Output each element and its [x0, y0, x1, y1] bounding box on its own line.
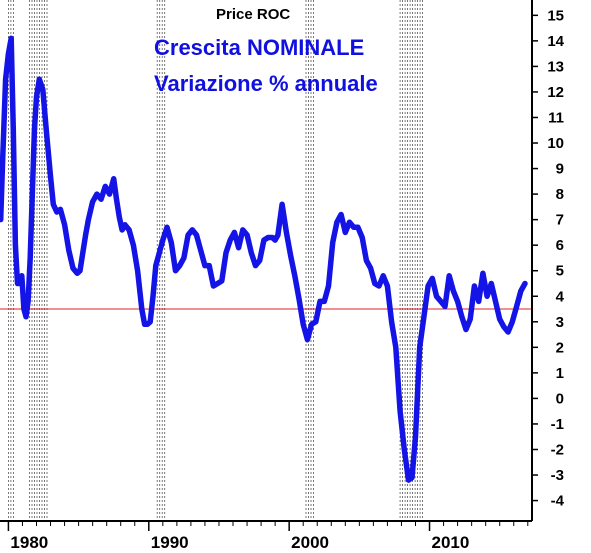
y-tick-label: 15 [547, 7, 564, 24]
y-tick-label: 14 [547, 33, 564, 50]
x-tick-label: 2010 [432, 533, 470, 552]
y-tick-label: 11 [548, 109, 564, 126]
chart-title: Price ROC [216, 6, 290, 23]
y-tick-label: 0 [556, 390, 564, 407]
y-tick-label: 9 [556, 161, 564, 178]
y-tick-label: 4 [556, 288, 565, 305]
chart-subtitle-line-2: Variazione % annuale [154, 71, 378, 96]
y-tick-label: 8 [556, 186, 564, 203]
y-tick-label: 1 [556, 365, 564, 382]
y-tick-label: 2 [556, 339, 564, 356]
y-tick-label: -4 [551, 493, 565, 510]
y-tick-label: 12 [547, 84, 564, 101]
y-tick-label: 10 [547, 135, 564, 152]
y-tick-label: -1 [551, 416, 564, 433]
y-tick-label: 7 [556, 212, 564, 229]
y-tick-label: 3 [556, 314, 564, 331]
x-tick-label: 2000 [291, 533, 329, 552]
series-line [0, 35, 528, 483]
x-tick-label: 1990 [151, 533, 189, 552]
chart-subtitle-line-1: Crescita NOMINALE [154, 35, 364, 60]
x-tick-label: 1980 [10, 533, 48, 552]
x-axis-ticks: 1980 1990 2000 2010 [7, 521, 529, 552]
y-tick-label: 6 [556, 237, 564, 254]
y-tick-label: -3 [551, 467, 564, 484]
y-tick-label: -2 [551, 441, 564, 458]
y-tick-label: 13 [547, 58, 564, 75]
y-tick-label: 5 [556, 263, 564, 280]
